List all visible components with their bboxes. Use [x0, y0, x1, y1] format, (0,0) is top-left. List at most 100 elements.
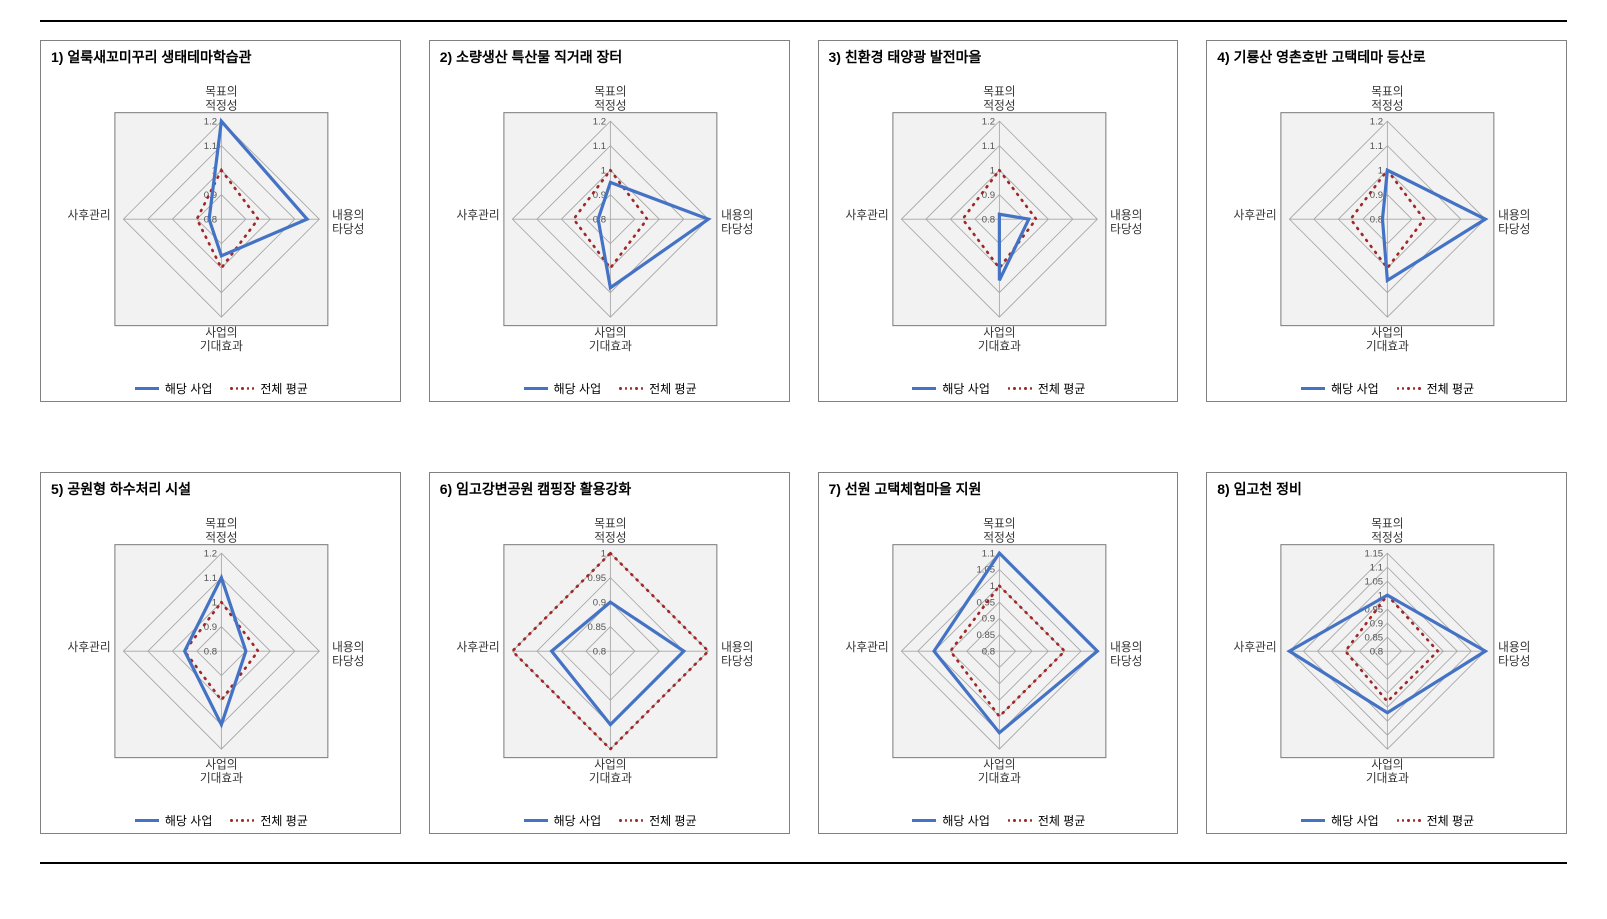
svg-text:내용의: 내용의 — [332, 641, 364, 654]
svg-text:0.9: 0.9 — [1370, 618, 1383, 629]
legend-label-project: 해당 사업 — [1331, 380, 1379, 397]
legend-swatch-solid — [912, 819, 936, 822]
svg-text:적정성: 적정성 — [1371, 99, 1403, 112]
legend-item-project: 해당 사업 — [135, 380, 213, 397]
svg-text:0.8: 0.8 — [593, 646, 606, 657]
radar-chart: 0.80.911.11.2목표의적정성내용의타당성사업의기대효과사후관리 — [440, 69, 781, 378]
legend-swatch-dotted — [1397, 819, 1421, 822]
svg-text:1.2: 1.2 — [1370, 116, 1383, 127]
svg-text:1.1: 1.1 — [204, 141, 217, 152]
legend-label-average: 전체 평균 — [260, 812, 308, 829]
legend-item-project: 해당 사업 — [1301, 812, 1379, 829]
svg-text:사후관리: 사후관리 — [845, 209, 888, 222]
svg-text:0.95: 0.95 — [976, 597, 995, 608]
svg-text:타당성: 타당성 — [721, 655, 753, 668]
svg-text:내용의: 내용의 — [1110, 209, 1142, 222]
chart-title: 2) 소량생산 특산물 직거래 장터 — [440, 47, 781, 67]
svg-text:사후관리: 사후관리 — [1234, 641, 1277, 654]
svg-text:목표의: 목표의 — [983, 86, 1015, 99]
legend-item-average: 전체 평균 — [1397, 380, 1475, 397]
legend-label-project: 해당 사업 — [165, 812, 213, 829]
svg-text:적정성: 적정성 — [594, 531, 626, 544]
svg-text:적정성: 적정성 — [983, 531, 1015, 544]
chart-card: 7) 선원 고택체험마을 지원0.80.850.90.9511.051.1목표의… — [818, 472, 1179, 834]
legend-swatch-dotted — [1008, 819, 1032, 822]
chart-title: 4) 기룡산 영촌호반 고택테마 등산로 — [1217, 47, 1558, 67]
svg-text:내용의: 내용의 — [1498, 209, 1530, 222]
svg-text:1.1: 1.1 — [981, 141, 994, 152]
legend-label-project: 해당 사업 — [554, 812, 602, 829]
svg-text:타당성: 타당성 — [1498, 655, 1530, 668]
svg-text:0.95: 0.95 — [587, 573, 606, 584]
legend-item-average: 전체 평균 — [230, 380, 308, 397]
legend-item-average: 전체 평균 — [619, 380, 697, 397]
chart-grid: 1) 얼룩새꼬미꾸리 생태테마학습관0.80.911.11.2목표의적정성내용의… — [40, 32, 1567, 852]
svg-text:1: 1 — [601, 165, 606, 176]
svg-text:1.2: 1.2 — [981, 116, 994, 127]
chart-legend: 해당 사업 전체 평균 — [1217, 812, 1558, 829]
svg-text:0.85: 0.85 — [976, 630, 995, 641]
svg-text:목표의: 목표의 — [983, 517, 1015, 530]
chart-legend: 해당 사업 전체 평균 — [440, 812, 781, 829]
radar-chart: 0.80.911.11.2목표의적정성내용의타당성사업의기대효과사후관리 — [1217, 69, 1558, 378]
legend-item-average: 전체 평균 — [230, 812, 308, 829]
svg-text:기대효과: 기대효과 — [200, 772, 243, 785]
radar-chart: 0.80.911.11.2목표의적정성내용의타당성사업의기대효과사후관리 — [829, 69, 1170, 378]
chart-title: 3) 친환경 태양광 발전마을 — [829, 47, 1170, 67]
chart-title: 6) 임고강변공원 캠핑장 활용강화 — [440, 479, 781, 499]
svg-text:목표의: 목표의 — [594, 517, 626, 530]
svg-text:타당성: 타당성 — [721, 223, 753, 236]
legend-swatch-solid — [912, 387, 936, 390]
svg-text:1.05: 1.05 — [1365, 576, 1384, 587]
svg-text:1.15: 1.15 — [1365, 548, 1384, 559]
svg-text:0.8: 0.8 — [981, 646, 994, 657]
bottom-rule — [40, 862, 1567, 864]
legend-label-average: 전체 평균 — [260, 380, 308, 397]
svg-text:내용의: 내용의 — [332, 209, 364, 222]
svg-text:내용의: 내용의 — [721, 641, 753, 654]
chart-legend: 해당 사업 전체 평균 — [829, 812, 1170, 829]
svg-text:0.8: 0.8 — [204, 646, 217, 657]
svg-text:적정성: 적정성 — [1371, 531, 1403, 544]
legend-swatch-dotted — [230, 819, 254, 822]
svg-text:기대효과: 기대효과 — [589, 772, 632, 785]
svg-text:0.8: 0.8 — [981, 214, 994, 225]
svg-text:1: 1 — [1378, 165, 1383, 176]
chart-card: 5) 공원형 하수처리 시설0.80.911.11.2목표의적정성내용의타당성사… — [40, 472, 401, 834]
svg-text:타당성: 타당성 — [332, 655, 364, 668]
svg-text:사업의: 사업의 — [594, 326, 626, 339]
svg-text:1.2: 1.2 — [204, 116, 217, 127]
top-rule — [40, 20, 1567, 22]
svg-text:기대효과: 기대효과 — [1366, 340, 1409, 353]
svg-text:0.9: 0.9 — [981, 613, 994, 624]
svg-text:적정성: 적정성 — [205, 531, 237, 544]
legend-item-average: 전체 평균 — [619, 812, 697, 829]
svg-text:1: 1 — [989, 581, 994, 592]
svg-text:1.1: 1.1 — [981, 548, 994, 559]
legend-item-project: 해당 사업 — [1301, 380, 1379, 397]
chart-legend: 해당 사업 전체 평균 — [51, 812, 392, 829]
svg-text:0.85: 0.85 — [587, 622, 606, 633]
legend-swatch-dotted — [1008, 387, 1032, 390]
chart-card: 8) 임고천 정비0.80.850.90.9511.051.11.15목표의적정… — [1206, 472, 1567, 834]
svg-text:1: 1 — [989, 165, 994, 176]
svg-text:목표의: 목표의 — [594, 86, 626, 99]
legend-swatch-dotted — [1397, 387, 1421, 390]
chart-card: 3) 친환경 태양광 발전마을0.80.911.11.2목표의적정성내용의타당성… — [818, 40, 1179, 402]
svg-text:사업의: 사업의 — [594, 758, 626, 771]
svg-text:사업의: 사업의 — [205, 326, 237, 339]
svg-text:사후관리: 사후관리 — [456, 209, 499, 222]
legend-label-average: 전체 평균 — [1427, 380, 1475, 397]
legend-label-average: 전체 평균 — [649, 380, 697, 397]
legend-label-project: 해당 사업 — [165, 380, 213, 397]
radar-chart: 0.80.850.90.9511.051.1목표의적정성내용의타당성사업의기대효… — [829, 501, 1170, 810]
legend-label-project: 해당 사업 — [942, 380, 990, 397]
svg-text:기대효과: 기대효과 — [1366, 772, 1409, 785]
svg-text:기대효과: 기대효과 — [200, 340, 243, 353]
svg-text:목표의: 목표의 — [205, 517, 237, 530]
legend-label-average: 전체 평균 — [649, 812, 697, 829]
chart-legend: 해당 사업 전체 평균 — [1217, 380, 1558, 397]
svg-text:사업의: 사업의 — [1371, 758, 1403, 771]
legend-item-project: 해당 사업 — [524, 380, 602, 397]
legend-swatch-dotted — [230, 387, 254, 390]
